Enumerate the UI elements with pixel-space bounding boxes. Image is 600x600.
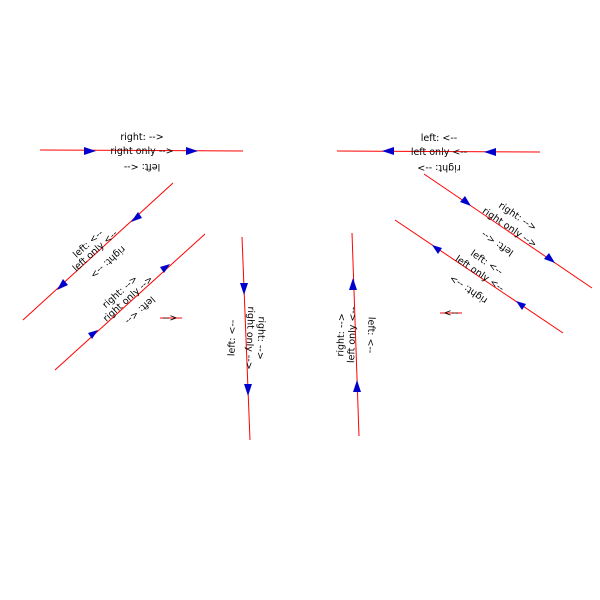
arrowhead (382, 147, 394, 155)
line-segment (423, 173, 593, 289)
line-segment (39, 149, 244, 152)
arrowhead (516, 301, 526, 310)
line-segment (351, 232, 360, 437)
line-segment (394, 219, 564, 334)
label-below: right: --> (254, 316, 267, 360)
label-on: left only <-- (346, 307, 359, 364)
line-segment (54, 233, 206, 371)
small-segment-left: --> (160, 313, 182, 324)
arrowhead (160, 264, 170, 273)
small-segment-right: <-- (440, 308, 462, 319)
small-label: --> (163, 313, 178, 324)
arrowhead (88, 330, 98, 339)
label-on: left only <-- (411, 147, 467, 158)
arrowhead (349, 278, 357, 290)
arrowhead (460, 196, 471, 206)
arrowhead (484, 148, 496, 156)
small-label: <-- (444, 308, 459, 319)
line-vertical-right: right: --> left only <-- left: <-- (335, 232, 377, 437)
arrowhead (84, 147, 96, 155)
arrowhead (186, 147, 198, 155)
line-segment (336, 150, 541, 153)
arrowhead (57, 279, 68, 290)
label-above: left: <-- (226, 320, 238, 357)
label-below: left: <-- (124, 161, 160, 172)
label-above: right: --> (335, 313, 348, 357)
arrowhead (544, 253, 555, 263)
line-diag-right-1: right: --> right only --> left: <-- (423, 173, 593, 289)
label-on: right only --> (110, 146, 173, 157)
arrowhead (353, 380, 361, 392)
arrowhead (432, 245, 442, 254)
line-vertical-left: left: <-- right only --> right: --> (226, 236, 267, 441)
label-above: left: <-- (421, 133, 457, 144)
line-diag-right-2: left: <-- left only <-- right: --> (394, 219, 564, 334)
line-top-right: left: <-- left only <-- right: --> (336, 133, 541, 173)
label-above: right: --> (120, 132, 163, 143)
label-below: right: --> (417, 162, 460, 173)
label-on: right only --> (243, 306, 256, 370)
arrowhead (244, 384, 252, 396)
arrowhead (240, 283, 248, 295)
line-top-left: right: --> right only --> left: <-- (39, 132, 244, 172)
arrowhead (131, 212, 142, 222)
line-segment (241, 236, 251, 441)
line-segment (22, 182, 174, 321)
label-below: left: <-- (364, 317, 376, 354)
